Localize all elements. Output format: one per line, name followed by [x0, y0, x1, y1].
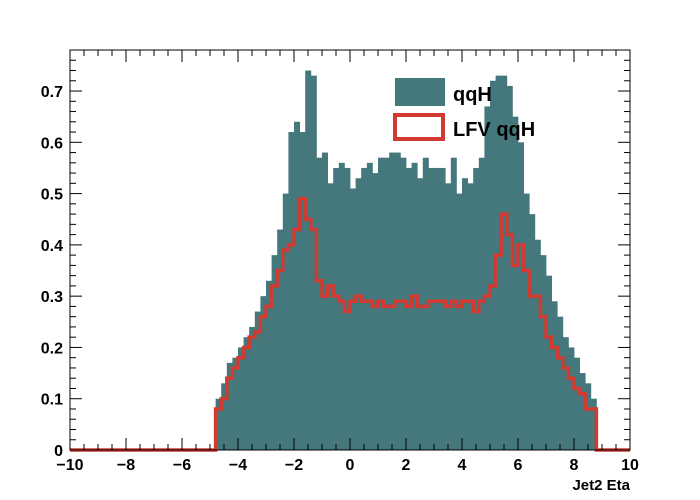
qqH-bar	[428, 167, 435, 450]
x-tick-label: −8	[117, 457, 135, 474]
qqH-bar	[462, 178, 468, 450]
qqH-bar	[574, 357, 580, 450]
qqH-bar	[579, 373, 586, 450]
qqH-bar	[546, 275, 552, 450]
qqH-bar	[523, 193, 530, 450]
x-tick-label: −10	[56, 457, 83, 474]
qqH-bar	[310, 75, 317, 450]
qqH-bar	[439, 167, 446, 450]
qqH-bar	[299, 132, 306, 451]
legend-label-lfv-qqH: LFV qqH	[453, 119, 535, 141]
qqH-bar	[534, 239, 541, 450]
legend: qqH LFV qqH	[393, 78, 535, 141]
qqH-bar	[338, 162, 345, 450]
qqH-bar	[512, 116, 519, 451]
qqH-bar	[400, 157, 407, 450]
x-tick-label: 0	[346, 457, 355, 474]
qqH-bar	[422, 157, 429, 450]
x-tick-label: −2	[285, 457, 303, 474]
y-axis: 0 0.1 0.2 0.3 0.4 0.5 0.6 0.7	[41, 49, 630, 460]
qqH-bar	[249, 326, 256, 450]
qqH-bar	[478, 157, 485, 450]
qqH-bar	[355, 178, 362, 450]
qqH-bar	[327, 183, 334, 450]
qqH-bar	[266, 280, 272, 450]
qqH-bar	[215, 398, 222, 450]
qqH-bar	[506, 85, 513, 451]
qqH-bar	[366, 162, 373, 450]
qqH-bar	[316, 157, 323, 450]
legend-label-qqH: qqH	[453, 84, 492, 106]
qqH-bar	[417, 178, 424, 450]
qqH-bar	[389, 152, 396, 450]
qqH-bar	[378, 157, 384, 450]
qqH-bar	[490, 80, 496, 451]
x-tick-label: 6	[514, 457, 523, 474]
qqH-bar	[590, 398, 597, 450]
qqH-bar	[254, 311, 261, 450]
qqH-bar	[221, 383, 228, 450]
y-tick-label: 0	[54, 443, 63, 460]
y-tick-label: 0.3	[41, 289, 63, 306]
x-axis-title: Jet2 Eta	[572, 477, 630, 494]
qqH-bar	[232, 357, 239, 450]
x-tick-label: 8	[570, 457, 579, 474]
qqH-bar	[467, 183, 474, 450]
qqH-bar	[551, 301, 558, 450]
qqH-bar	[372, 173, 379, 450]
x-tick-label: 2	[402, 457, 411, 474]
qqH-bar	[540, 255, 547, 450]
qqH-bar	[473, 167, 480, 450]
x-tick-label: 10	[621, 457, 639, 474]
y-tick-label: 0.2	[41, 340, 63, 357]
qqH-bar	[411, 162, 418, 450]
qqH-bar	[277, 229, 284, 450]
y-tick-label: 0.7	[41, 84, 63, 101]
qqH-bar	[501, 75, 508, 450]
qqH-bar	[450, 157, 457, 450]
qqH-bar	[226, 362, 233, 450]
y-tick-label: 0.4	[41, 238, 63, 255]
qqH-bar	[484, 106, 491, 450]
lfv-qqH-line	[70, 196, 630, 452]
qqH-bar	[344, 167, 351, 450]
qqH-bar	[562, 337, 569, 450]
lfv-qqH-outline	[70, 196, 630, 452]
qqH-bar	[529, 214, 536, 450]
qqH-bar	[322, 152, 328, 450]
qqH-bar	[294, 121, 300, 450]
qqH-bar	[434, 167, 440, 450]
y-tick-label: 0.6	[41, 135, 63, 152]
qqH-bar	[350, 188, 356, 450]
qqH-bar	[495, 75, 502, 450]
qqH-bar	[568, 347, 575, 450]
qqH-bar	[383, 157, 390, 450]
qqH-bar	[456, 193, 463, 450]
qqH-bar	[282, 193, 289, 450]
x-axis: −10 −8 −6 −4 −2 0 2 4 6 8 10	[56, 50, 639, 474]
qqH-bar	[333, 167, 340, 450]
x-tick-label: −4	[229, 457, 247, 474]
y-tick-label: 0.1	[41, 392, 63, 409]
y-tick-label: 0.5	[41, 187, 63, 204]
qqH-bar	[406, 167, 412, 450]
legend-swatch-lfv-qqH	[393, 113, 445, 141]
qqH-bar	[271, 255, 278, 450]
qqH-bar	[260, 296, 267, 450]
x-tick-label: −6	[173, 457, 191, 474]
qqH-bar	[518, 142, 524, 450]
qqH-bar	[557, 316, 564, 450]
qqH-bar	[305, 70, 312, 450]
qqH-bar	[585, 383, 592, 450]
qqH-bar	[238, 347, 244, 450]
qqH-bar	[361, 167, 368, 450]
qqH-bar	[243, 337, 250, 450]
qqH-bar	[445, 183, 452, 450]
qqH-bar	[288, 132, 295, 451]
legend-swatch-qqH	[395, 78, 445, 106]
x-tick-label: 4	[458, 457, 467, 474]
